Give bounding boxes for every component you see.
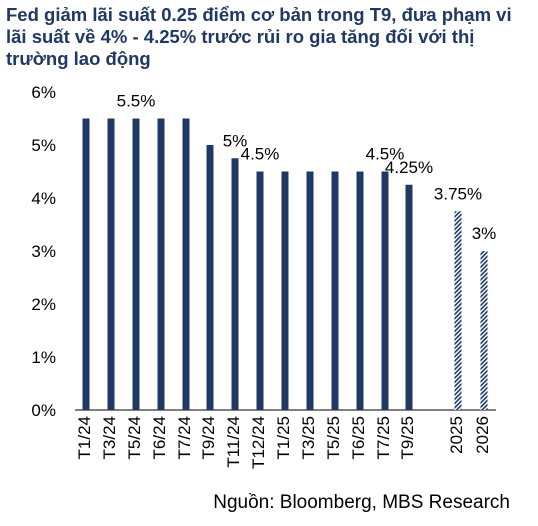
y-tick-label: 2% xyxy=(31,295,56,314)
bar xyxy=(107,118,115,410)
bar-forecast xyxy=(480,251,488,410)
x-axis: T1/24 T3/24 T5/24 T6/24 T7/24 T9/24 T11/24 T12/… xyxy=(75,416,492,469)
x-tick-label: T11/24 xyxy=(224,416,243,468)
bar-forecast xyxy=(454,211,462,410)
bar xyxy=(306,171,314,410)
data-label: 3.75% xyxy=(434,184,482,203)
y-tick-label: 3% xyxy=(31,242,56,261)
bar xyxy=(132,118,140,410)
x-tick-label: T3/24 xyxy=(100,416,119,459)
x-tick-label: T7/24 xyxy=(175,416,194,459)
x-tick-label: T9/24 xyxy=(199,416,218,459)
x-tick-label: T1/24 xyxy=(75,416,94,459)
x-tick-label: T7/25 xyxy=(374,416,393,459)
bar xyxy=(405,184,413,410)
x-tick-label: T6/24 xyxy=(150,416,169,459)
bar xyxy=(231,158,239,410)
y-tick-label: 6% xyxy=(31,83,56,102)
data-label: 3% xyxy=(472,224,497,243)
data-label: 4.25% xyxy=(385,158,433,177)
x-tick-label: 2026 xyxy=(473,416,492,454)
bar xyxy=(331,171,339,410)
y-tick-label: 0% xyxy=(31,401,56,420)
x-tick-label: T12/24 xyxy=(249,416,268,469)
x-tick-label: T3/25 xyxy=(299,416,318,459)
x-tick-label: T5/24 xyxy=(125,416,144,459)
bar xyxy=(182,118,190,410)
bar xyxy=(82,118,90,410)
y-tick-label: 5% xyxy=(31,136,56,155)
chart-title: Fed giảm lãi suất 0.25 điểm cơ bản trong… xyxy=(6,4,512,69)
data-label: 5% xyxy=(223,131,248,150)
data-labels: 5.5%5%4.5% 4.5%4.25%3.75%3% xyxy=(117,92,497,244)
bar xyxy=(356,171,364,410)
x-tick-label: T9/25 xyxy=(398,416,417,459)
y-tick-label: 4% xyxy=(31,189,56,208)
data-label: 5.5% xyxy=(117,92,156,111)
data-label: 4.5% xyxy=(241,145,280,164)
source-note: Nguồn: Bloomberg, MBS Research xyxy=(213,492,510,513)
x-tick-label: T6/25 xyxy=(349,416,368,459)
x-tick-label: T1/25 xyxy=(274,416,293,459)
x-tick-label: T5/25 xyxy=(324,416,343,459)
bars xyxy=(82,118,488,410)
bar xyxy=(206,145,214,410)
bar-chart: 0% 1% 2% 3% 4% 5% 6% T1/24 T3/24 T5/24 T6/24 T7/24… xyxy=(31,83,497,469)
bar xyxy=(256,171,264,410)
x-tick-label: 2025 xyxy=(447,416,466,454)
y-axis: 0% 1% 2% 3% 4% 5% 6% xyxy=(31,83,496,420)
bar xyxy=(157,118,165,410)
bar xyxy=(281,171,289,410)
data-label: 4.5% xyxy=(366,145,405,164)
y-tick-label: 1% xyxy=(31,348,56,367)
bar xyxy=(381,171,389,410)
